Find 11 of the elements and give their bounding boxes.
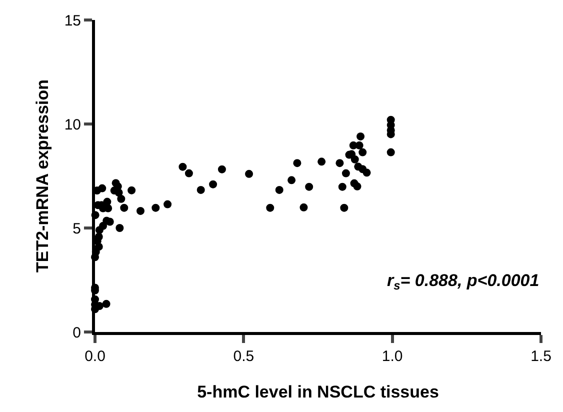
y-axis-title: TET2-mRNA expression <box>32 79 52 273</box>
y-tick-label: 15 <box>64 12 81 30</box>
y-tick-label: 0 <box>72 324 81 342</box>
annotation: r$_{s}$= 0.888, p<0.0001 <box>387 271 540 293</box>
x-tick-label: 1.5 <box>530 348 552 365</box>
y-tick-label: 10 <box>64 116 81 134</box>
y-tick-label: 5 <box>72 220 81 238</box>
x-tick-label: 0.0 <box>84 348 106 365</box>
x-axis-title: 5-hmC level in NSCLC tissues <box>197 382 439 402</box>
x-tick-label: 1.0 <box>382 348 403 365</box>
x-tick-label: 0.5 <box>233 348 254 365</box>
